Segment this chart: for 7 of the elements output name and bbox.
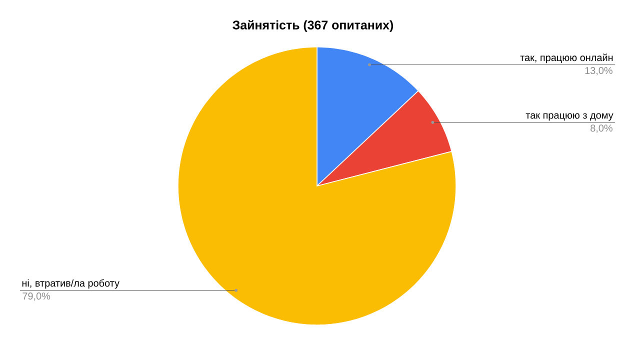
data-label: 13,0% [585,67,612,76]
slice-label: так, працюю онлайн [520,54,613,64]
data-label: 8,0% [590,124,612,133]
data-label: 79,0% [22,292,50,301]
slice-label: ні, втратив/ла роботу [22,279,120,289]
chart-title: Зайнятість (367 опитаних) [232,20,394,32]
slice-label: так працюю з дому [526,113,614,121]
